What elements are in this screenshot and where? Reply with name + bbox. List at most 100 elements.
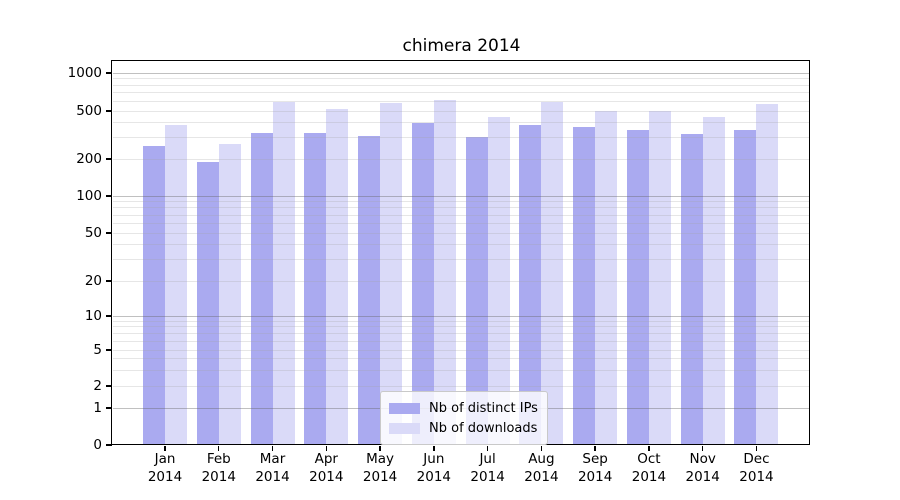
bar-ips xyxy=(465,136,488,445)
y-axis-tick xyxy=(106,72,112,74)
gridline-minor xyxy=(113,100,810,102)
bar-ips xyxy=(143,146,165,445)
x-axis-tick xyxy=(379,446,381,451)
gridline-minor xyxy=(113,84,810,86)
gridline-minor xyxy=(113,110,810,112)
y-axis-tick xyxy=(106,232,112,234)
bar-ips xyxy=(680,134,703,445)
bar-ips xyxy=(358,136,381,445)
bar-downloads xyxy=(272,101,295,445)
x-axis-tick-label: May 2014 xyxy=(362,451,398,485)
gridline-minor xyxy=(113,92,810,94)
y-axis-tick-label: 500 xyxy=(76,103,102,119)
x-axis-tick xyxy=(164,446,166,451)
gridline-minor xyxy=(113,326,810,328)
x-axis-tick xyxy=(594,446,596,451)
x-axis-tick xyxy=(755,446,758,451)
gridline-major xyxy=(113,315,810,317)
x-axis-tick xyxy=(648,446,650,451)
y-axis-tick xyxy=(106,110,112,112)
legend-item-label: Nb of downloads xyxy=(429,420,538,436)
gridline-minor xyxy=(113,385,810,387)
gridline-minor xyxy=(113,78,810,80)
y-axis-tick xyxy=(106,195,112,197)
x-axis-tick-label: Nov 2014 xyxy=(685,451,720,485)
y-axis-tick-label: 2 xyxy=(93,378,102,394)
y-axis-tick xyxy=(106,280,112,282)
x-axis-tick-label: Feb 2014 xyxy=(201,451,236,485)
gridline-minor xyxy=(113,214,810,216)
gridline-minor xyxy=(113,244,810,246)
bar-ips xyxy=(626,130,649,445)
x-axis-tick xyxy=(486,446,489,451)
x-axis-tick xyxy=(325,446,327,451)
x-axis-tick xyxy=(271,446,274,451)
x-axis-tick-label: Oct 2014 xyxy=(631,451,667,485)
y-axis-tick-label: 10 xyxy=(84,308,102,324)
gridline-major xyxy=(113,195,810,197)
y-axis-tick-label: 1 xyxy=(93,400,102,416)
bar-downloads xyxy=(702,117,725,445)
gridline-minor xyxy=(113,358,810,360)
bar-ips xyxy=(411,123,434,445)
gridline-minor xyxy=(113,340,810,342)
chart-title: chimera 2014 xyxy=(402,36,521,56)
x-axis-tick-label: Dec 2014 xyxy=(739,451,774,485)
bar-ips xyxy=(734,130,757,445)
gridline-minor xyxy=(113,201,810,203)
x-axis-tick-label: Aug 2014 xyxy=(524,451,559,485)
y-axis-tick xyxy=(106,349,112,351)
bar-ips xyxy=(519,124,542,445)
x-axis-tick-label: Jun 2014 xyxy=(416,451,452,485)
x-axis-tick-label: Sep 2014 xyxy=(577,451,613,485)
gridline-minor xyxy=(113,122,810,124)
x-axis-tick xyxy=(433,446,435,451)
legend-swatch xyxy=(389,422,420,434)
gridline-minor xyxy=(113,207,810,209)
gridline-minor xyxy=(113,222,810,224)
y-axis-tick-label: 0 xyxy=(93,437,102,453)
x-axis-tick-label: Apr 2014 xyxy=(309,451,344,485)
bar-downloads xyxy=(756,104,779,445)
y-axis-tick xyxy=(106,158,112,160)
bar-ips xyxy=(196,161,219,445)
bar-ips xyxy=(250,132,273,445)
gridline-minor xyxy=(113,158,810,160)
y-axis-tick xyxy=(106,444,112,446)
legend: Nb of distinct IPs Nb of downloads xyxy=(380,391,548,445)
x-axis-tick-label: Mar 2014 xyxy=(255,451,290,485)
bar-downloads xyxy=(541,101,564,445)
legend-item: Nb of downloads xyxy=(389,418,538,438)
legend-item: Nb of distinct IPs xyxy=(389,398,538,418)
y-axis-tick-label: 20 xyxy=(84,273,102,289)
x-axis-tick xyxy=(702,446,704,451)
bar-downloads xyxy=(648,111,671,445)
bar-downloads xyxy=(380,103,403,445)
y-axis-tick xyxy=(106,315,112,317)
x-axis-tick-label: Jan 2014 xyxy=(147,451,183,485)
gridline-minor xyxy=(113,259,810,261)
bar-downloads xyxy=(595,111,618,445)
y-axis-tick xyxy=(106,407,112,409)
legend-item-label: Nb of distinct IPs xyxy=(429,400,538,416)
gridline-minor xyxy=(113,137,810,139)
bar-downloads xyxy=(433,100,456,445)
bar-downloads xyxy=(165,124,187,445)
gridline-minor xyxy=(113,369,810,371)
y-axis-tick-label: 1000 xyxy=(67,65,102,81)
bar-ips xyxy=(304,132,327,445)
x-axis-tick xyxy=(540,446,543,451)
bar-ips xyxy=(573,127,596,445)
bar-downloads xyxy=(487,117,510,445)
gridline-minor xyxy=(113,232,810,234)
gridline-minor xyxy=(113,320,810,322)
x-axis-tick xyxy=(218,446,220,451)
y-axis-tick-label: 200 xyxy=(76,151,102,167)
bar-downloads xyxy=(218,144,241,445)
x-axis-tick-label: Jul 2014 xyxy=(470,451,505,485)
bar-downloads xyxy=(326,108,349,445)
y-axis-tick-label: 100 xyxy=(76,188,102,204)
y-axis-tick-label: 5 xyxy=(93,342,102,358)
legend-swatch xyxy=(389,402,420,414)
